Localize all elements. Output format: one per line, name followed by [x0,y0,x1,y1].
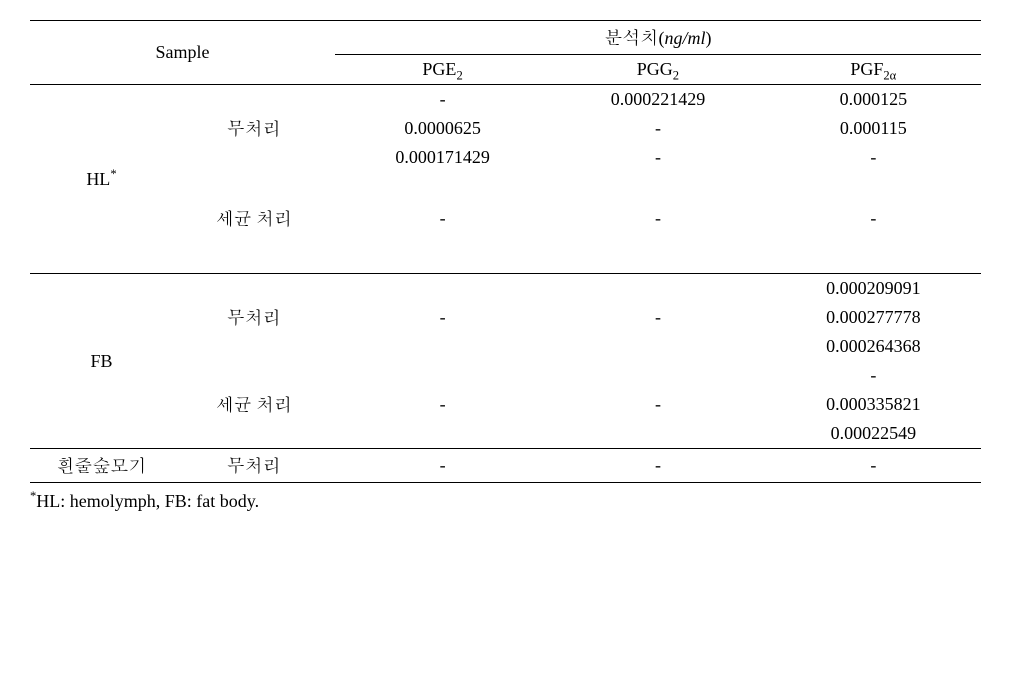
cell-value: 0.000125 [766,85,981,115]
cell-value: - [766,202,981,235]
header-sample-text: Sample [155,42,209,62]
cell-value: 0.000221429 [550,85,765,115]
cell-value [550,332,765,361]
cell-value: - [550,202,765,235]
footnote-text: HL: hemolymph, FB: fat body. [36,491,259,511]
cell-value: 0.00022549 [766,419,981,449]
hl-asterisk: * [110,167,116,181]
cell-value [550,274,765,304]
header-pge2: PGE2 [335,55,550,85]
cell-value: - [550,114,765,143]
header-analysis-text: 분석치 [604,28,658,48]
cell-value: - [766,361,981,390]
cell-value: 0.000264368 [766,332,981,361]
header-pgg2: PGG2 [550,55,765,85]
treatment-untreated: 무처리 [173,85,335,173]
header-analysis: 분석치(ng/ml) [335,21,981,55]
cell-value: - [550,303,765,332]
footnote: *HL: hemolymph, FB: fat body. [30,491,981,512]
cell-value: - [335,449,550,483]
cell-value: 0.000115 [766,114,981,143]
cell-value: - [335,85,550,115]
cell-value [335,361,550,390]
cell-value: - [766,143,981,172]
cell-value: - [550,449,765,483]
cell-value: - [550,143,765,172]
cell-value [335,274,550,304]
cell-value: - [550,390,765,419]
cell-value: - [766,449,981,483]
cell-value: - [335,202,550,235]
data-table: Sample 분석치(ng/ml) PGE2 PGG2 PGF2α HL* 무처… [30,20,981,483]
cell-value: 0.000209091 [766,274,981,304]
table-row [30,265,981,274]
cell-value [550,419,765,449]
treatment-untreated: 무처리 [173,449,335,483]
treatment-untreated: 무처리 [173,274,335,362]
cell-value: - [335,303,550,332]
cell-value [335,419,550,449]
table-row: 세균 처리 - [30,361,981,390]
cell-value: 0.000335821 [766,390,981,419]
header-sample: Sample [30,21,335,85]
cell-value: - [335,390,550,419]
cell-value: 0.000277778 [766,303,981,332]
treatment-bacteria: 세균 처리 [173,361,335,449]
table-row [30,172,981,202]
cell-value [335,332,550,361]
header-unit: ng/ml [664,28,705,48]
group-fb: FB [30,274,173,449]
group-hl: HL* [30,85,173,274]
table-row: HL* 무처리 - 0.000221429 0.000125 [30,85,981,115]
cell-value [550,361,765,390]
table-row: 세균 처리 - - - [30,202,981,235]
header-pgf2a: PGF2α [766,55,981,85]
cell-value: 0.0000625 [335,114,550,143]
treatment-bacteria: 세균 처리 [173,202,335,235]
table-row [30,235,981,265]
table-row: FB 무처리 0.000209091 [30,274,981,304]
cell-value: 0.000171429 [335,143,550,172]
group-mosquito: 흰줄숲모기 [30,449,173,483]
table-row: 흰줄숲모기 무처리 - - - [30,449,981,483]
